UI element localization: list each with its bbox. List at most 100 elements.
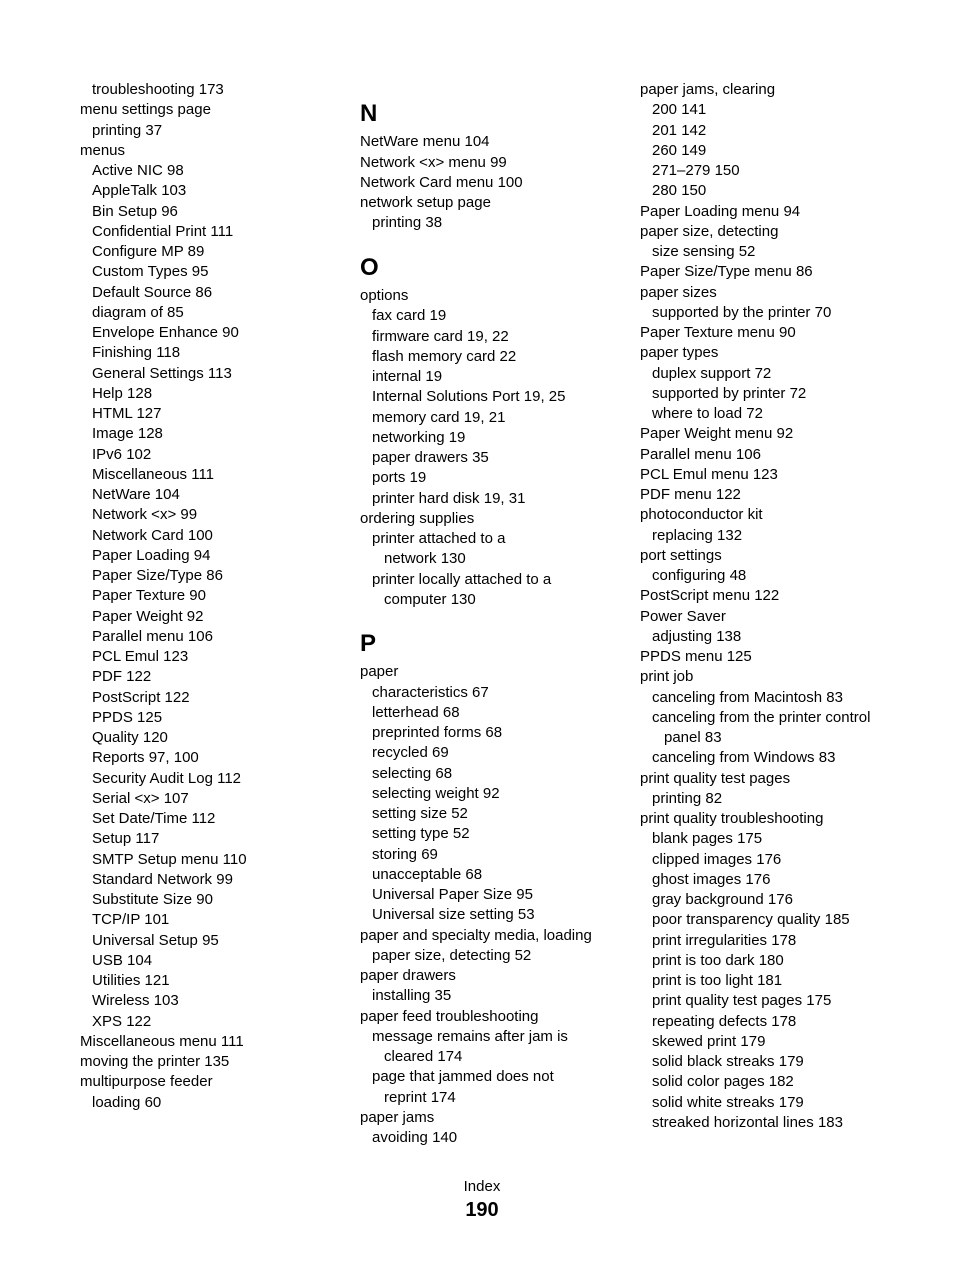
index-term: panel [664, 729, 701, 746]
index-entry: duplex support 72 [640, 364, 910, 384]
index-entry: NetWare menu 104 [360, 132, 620, 152]
index-entry: avoiding 140 [360, 1128, 620, 1148]
index-term: Miscellaneous [92, 466, 187, 483]
index-page-ref: 125 [137, 709, 162, 726]
index-entry: network 130 [360, 549, 620, 569]
index-page-ref: 83 [826, 689, 843, 706]
index-term: canceling from Macintosh [652, 689, 822, 706]
index-page-ref: 103 [161, 182, 186, 199]
index-term: recycled [372, 744, 428, 761]
index-term: poor transparency quality [652, 911, 820, 928]
index-page-ref: 125 [727, 648, 752, 665]
index-page-ref: 185 [825, 911, 850, 928]
index-page-ref: 95 [192, 263, 209, 280]
index-term: menu settings page [80, 101, 211, 118]
index-entry: moving the printer 135 [80, 1052, 340, 1072]
index-page-ref: 90 [189, 587, 206, 604]
index-entry: Paper Size/Type menu 86 [640, 262, 910, 282]
index-page-ref: 90 [779, 324, 796, 341]
index-term: Network <x> [92, 506, 176, 523]
index-page-ref: 122 [754, 587, 779, 604]
index-entry: paper types [640, 343, 910, 363]
index-entry: AppleTalk 103 [80, 181, 340, 201]
index-entry: Help 128 [80, 384, 340, 404]
index-entry: Active NIC 98 [80, 161, 340, 181]
index-page-ref: 90 [196, 891, 213, 908]
index-term: paper drawers [372, 449, 468, 466]
index-page-ref: 123 [753, 466, 778, 483]
index-page-ref: 35 [435, 987, 452, 1004]
index-entry: flash memory card 22 [360, 347, 620, 367]
index-page-ref: 85 [167, 304, 184, 321]
index-entry: where to load 72 [640, 404, 910, 424]
index-page-ref: 83 [819, 749, 836, 766]
index-term: Standard Network [92, 871, 212, 888]
index-entry: paper size, detecting [640, 222, 910, 242]
index-entry: print irregularities 178 [640, 931, 910, 951]
index-term: storing [372, 846, 417, 863]
index-entry: HTML 127 [80, 404, 340, 424]
index-entry: ordering supplies [360, 509, 620, 529]
index-term: print is too light [652, 972, 753, 989]
index-page-ref: 99 [180, 506, 197, 523]
index-entry: Universal Setup 95 [80, 931, 340, 951]
index-page-ref: 100 [498, 174, 523, 191]
index-entry: Utilities 121 [80, 971, 340, 991]
index-term: Bin Setup [92, 203, 157, 220]
index-entry: streaked horizontal lines 183 [640, 1113, 910, 1133]
index-entry: Parallel menu 106 [80, 627, 340, 647]
index-term: Universal size setting [372, 906, 514, 923]
index-page-ref: 140 [432, 1129, 457, 1146]
index-page-ref: 72 [755, 365, 772, 382]
index-entry: diagram of 85 [80, 303, 340, 323]
index-entry: SMTP Setup menu 110 [80, 850, 340, 870]
index-page-ref: 86 [796, 263, 813, 280]
index-term: PPDS menu [640, 648, 723, 665]
index-entry: paper feed troubleshooting [360, 1007, 620, 1027]
index-entry: print quality test pages [640, 769, 910, 789]
index-entry: replacing 132 [640, 526, 910, 546]
index-entry: print is too dark 180 [640, 951, 910, 971]
index-entry: Miscellaneous 111 [80, 465, 340, 485]
index-page-ref: 69 [421, 846, 438, 863]
index-page-ref: 179 [740, 1033, 765, 1050]
index-term: Active NIC [92, 162, 163, 179]
index-page-ref: 99 [490, 154, 507, 171]
index-page-ref: 176 [768, 891, 793, 908]
index-term: canceling from the printer control [652, 709, 870, 726]
index-entry: paper [360, 662, 620, 682]
index-entry: PostScript menu 122 [640, 586, 910, 606]
index-term: ghost images [652, 871, 741, 888]
index-page-ref: 150 [681, 182, 706, 199]
index-page-ref: 176 [756, 851, 781, 868]
index-column-3: paper jams, clearing200 141201 142260 14… [640, 80, 910, 1148]
index-entry: Serial <x> 107 [80, 789, 340, 809]
index-entry: letterhead 68 [360, 703, 620, 723]
index-term: print job [640, 668, 693, 685]
index-entry: fax card 19 [360, 306, 620, 326]
index-entry: USB 104 [80, 951, 340, 971]
index-entry: print quality test pages 175 [640, 991, 910, 1011]
index-page-ref: 82 [705, 790, 722, 807]
index-term: gray background [652, 891, 764, 908]
index-page-ref: 111 [191, 466, 214, 483]
index-page-ref: 130 [441, 550, 466, 567]
index-entry: PPDS menu 125 [640, 647, 910, 667]
index-page-ref: 122 [716, 486, 741, 503]
index-entry: Set Date/Time 112 [80, 809, 340, 829]
index-entry: 201 142 [640, 121, 910, 141]
index-term: Power Saver [640, 608, 726, 625]
index-page-ref: 149 [681, 142, 706, 159]
index-term: TCP/IP [92, 911, 140, 928]
index-entry: cleared 174 [360, 1047, 620, 1067]
index-page: troubleshooting 173menu settings pagepri… [0, 0, 954, 1262]
index-entry: photoconductor kit [640, 505, 910, 525]
index-page-ref: 90 [222, 324, 239, 341]
index-term: Serial <x> [92, 790, 160, 807]
index-entry: options [360, 286, 620, 306]
index-entry: PCL Emul menu 123 [640, 465, 910, 485]
index-page-ref: 123 [163, 648, 188, 665]
index-entry: multipurpose feeder [80, 1072, 340, 1092]
index-term: ordering supplies [360, 510, 474, 527]
index-entry: Parallel menu 106 [640, 445, 910, 465]
